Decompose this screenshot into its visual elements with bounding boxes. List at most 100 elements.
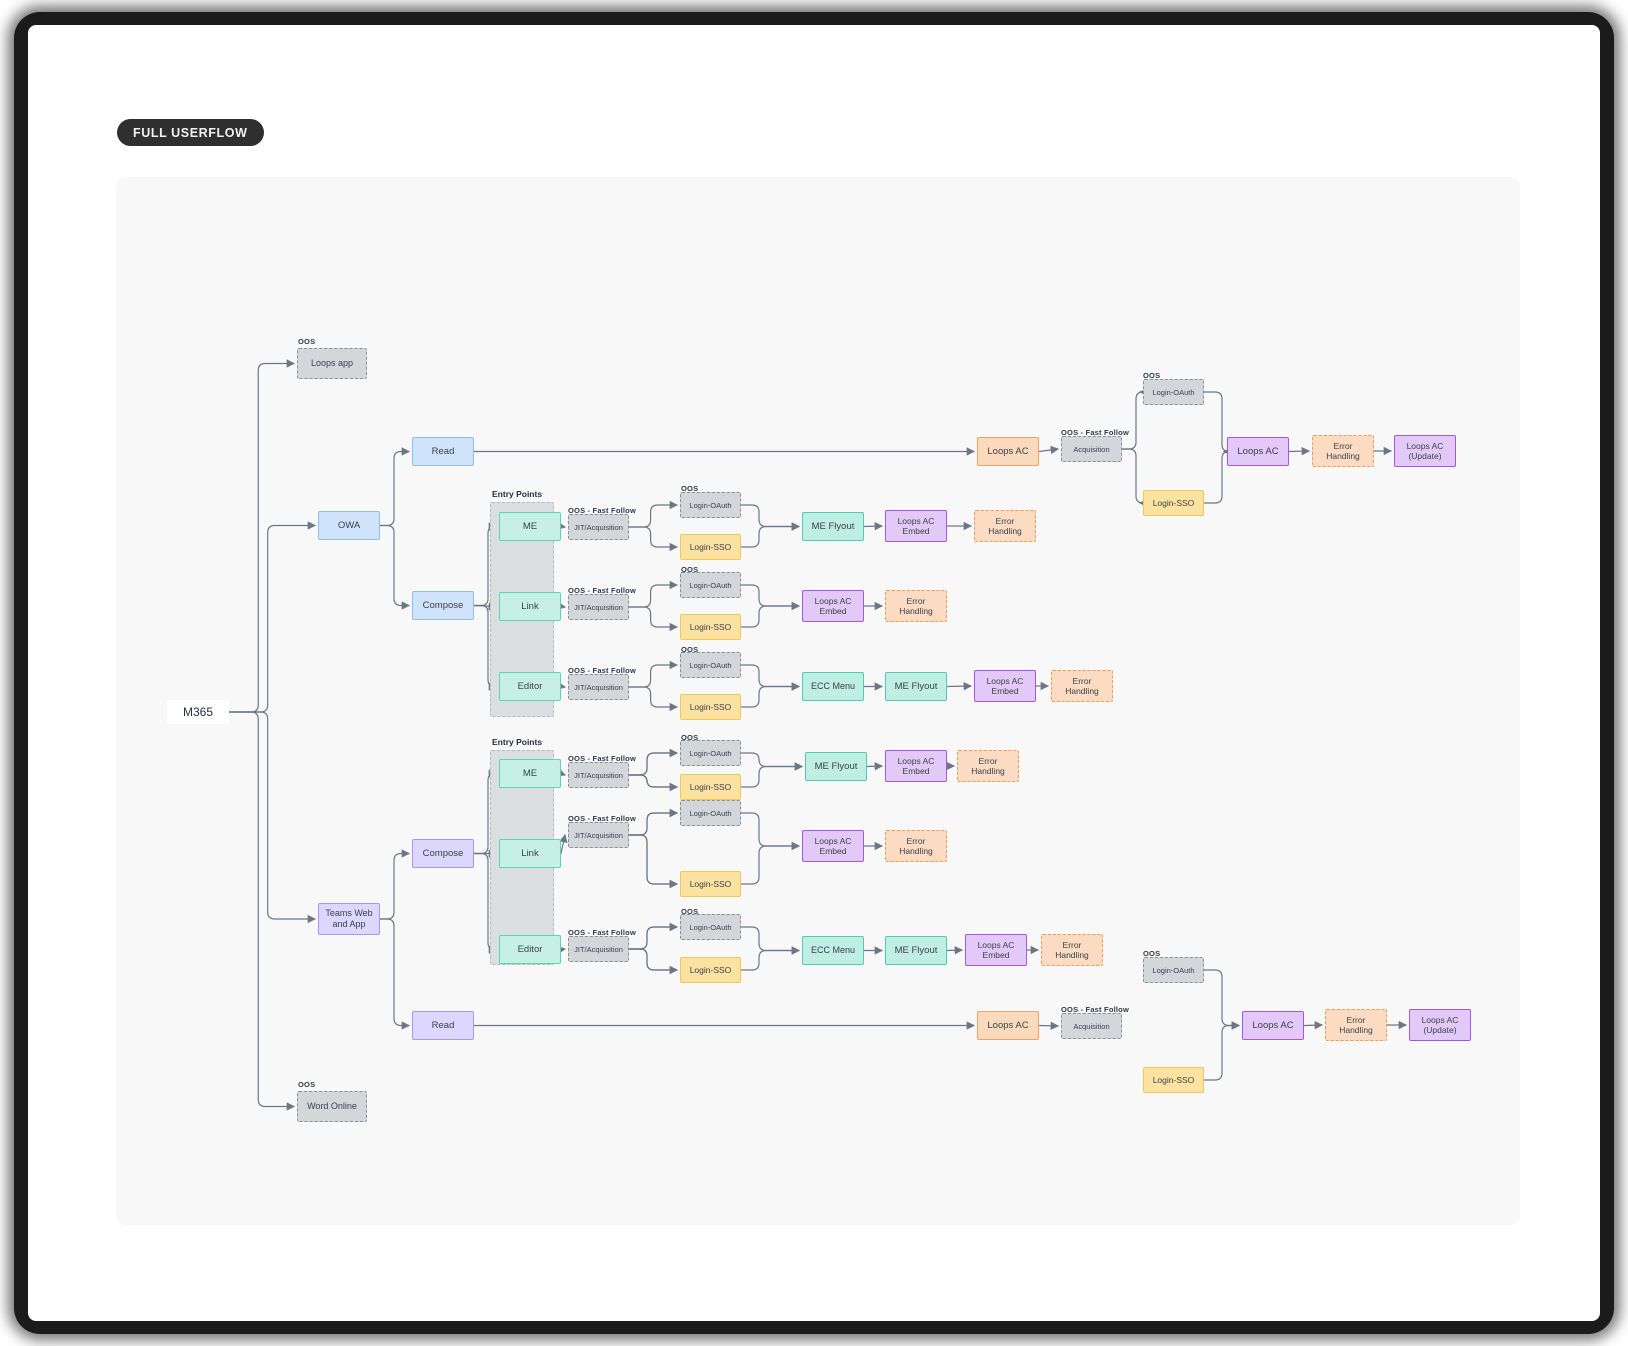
flow-node-owa-flyout1[interactable]: ME Flyout [802,512,864,541]
flow-edge-merge [629,948,679,975]
annotation-tag: OOS [681,733,699,742]
annotation-tag: OOS [681,565,699,574]
flow-node-r1-err[interactable]: Error Handling [1312,435,1374,467]
flow-edge-merge [741,601,801,628]
page-surface: FULL USERFLOW Entry Points Entry Points OO… [28,25,1600,1321]
flow-node-tm-jit1[interactable]: JIT/Acquisition [568,762,629,788]
annotation-tag: OOS - Fast Follow [568,586,636,595]
flow-node-tm-sso1[interactable]: Login-SSO [680,774,741,800]
flow-canvas[interactable]: Entry Points Entry Points OOS OOS - Fast Fo… [116,177,1520,1225]
flow-edge [1121,448,1148,508]
flow-node-r1-loopsac[interactable]: Loops AC [977,437,1039,466]
flow-edge-merge [629,834,679,889]
flow-node-owa-oauth2[interactable]: Login-OAuth [680,572,741,598]
page-title-pill: FULL USERFLOW [117,119,264,146]
flow-node-tm-embed2[interactable]: Loops AC Embed [802,830,864,862]
flow-node-r1-acq[interactable]: Acquisition [1061,436,1122,462]
flow-edge-merge [741,926,801,955]
flow-node-tm-editor[interactable]: Editor [499,935,561,964]
flow-edge [628,660,679,688]
flow-node-owa-link[interactable]: Link [499,592,561,621]
flow-edge [557,945,567,955]
flow-edge [866,762,884,771]
flow-node-tm-jit2[interactable]: JIT/Acquisition [568,822,629,848]
flow-edge-merge [629,774,679,792]
flow-edge-merge [629,922,679,950]
flow-node-tm-ecc3[interactable]: ECC Menu [802,936,864,965]
flow-node-owa-jit3[interactable]: JIT/Acquisition [568,674,629,700]
flow-node-tm-sso2[interactable]: Login-SSO [680,871,741,897]
flow-node-owa-read[interactable]: Read [412,437,474,466]
flow-node-owa-err2[interactable]: Error Handling [885,590,947,622]
flow-node-tm-me[interactable]: ME [499,759,561,788]
flow-node-tm-oauth3[interactable]: Login-OAuth [680,914,741,940]
entry-points-group-label: Entry Points [492,737,543,747]
flow-node-tm-flyout1[interactable]: ME Flyout [805,752,867,781]
flow-edge [628,606,679,632]
annotation-tag: OOS [681,484,699,493]
flow-node-owa-flyout3[interactable]: ME Flyout [885,672,947,701]
flow-node-owa-me[interactable]: ME [499,512,561,541]
flow-node-owa-sso1[interactable]: Login-SSO [680,534,741,560]
flow-node-tm-flyout3[interactable]: ME Flyout [885,936,947,965]
flow-edge-merge [1204,447,1232,504]
flow-edge [379,524,411,610]
annotation-tag: OOS - Fast Follow [568,506,636,515]
flow-node-owa-oauth1[interactable]: Login-OAuth [680,492,741,518]
flow-node-loopsapp[interactable]: Loops app [297,348,367,379]
flow-node-tm-link[interactable]: Link [499,839,561,868]
flow-node-owa-sso2[interactable]: Login-SSO [680,614,741,640]
flow-edge [379,918,411,1030]
flow-node-tm-embed3[interactable]: Loops AC Embed [965,934,1027,966]
flow-node-r2-acq[interactable]: Acquisition [1061,1013,1122,1039]
flow-node-m365[interactable]: M365 [167,700,229,724]
flow-node-owa-jit1[interactable]: JIT/Acquisition [568,514,629,540]
flow-node-tm-oauth2[interactable]: Login-OAuth [680,800,741,826]
flow-edge-merge [741,946,801,971]
flow-node-owa-sso3[interactable]: Login-SSO [680,694,741,720]
flow-node-wordonline[interactable]: Word Online [297,1091,367,1122]
flow-node-r1-sso[interactable]: Login-SSO [1143,490,1204,516]
flow-node-owa-oauth3[interactable]: Login-OAuth [680,652,741,678]
flow-node-tm-embed1[interactable]: Loops AC Embed [885,750,947,782]
flow-node-owa-err3[interactable]: Error Handling [1051,670,1113,702]
flow-node-r2-sso[interactable]: Login-SSO [1143,1067,1204,1093]
flow-node-r2-oauth[interactable]: Login-OAuth [1143,957,1204,983]
flow-node-r2-loopsac[interactable]: Loops AC [977,1011,1039,1040]
flow-node-teams[interactable]: Teams Web and App [318,903,380,935]
flow-edge [628,500,679,528]
flow-node-owa-editor[interactable]: Editor [499,672,561,701]
flow-node-tm-compose[interactable]: Compose [412,839,474,868]
flow-node-tm-sso3[interactable]: Login-SSO [680,957,741,983]
flow-edge [1121,387,1148,450]
flow-edge-merge [741,682,801,708]
flow-node-r2-err[interactable]: Error Handling [1325,1009,1387,1041]
flow-node-tm-err2[interactable]: Error Handling [885,830,947,862]
flow-edge-merge [741,584,801,611]
flow-node-tm-read[interactable]: Read [412,1011,474,1040]
flow-node-owa-embed3[interactable]: Loops AC Embed [974,670,1036,702]
flow-node-r1-update[interactable]: Loops AC (Update) [1394,435,1456,467]
flow-edge-merge [741,522,801,548]
flow-node-r1-oauth[interactable]: Login-OAuth [1143,379,1204,405]
flow-node-owa-embed1[interactable]: Loops AC Embed [885,510,947,542]
flow-node-tm-oauth1[interactable]: Login-OAuth [680,740,741,766]
flow-edge-merge [629,948,679,975]
flow-node-owa[interactable]: OWA [318,511,380,540]
flow-edge-merge [629,808,679,836]
flow-edge [379,447,411,527]
flow-node-owa-jit2[interactable]: JIT/Acquisition [568,594,629,620]
flow-node-tm-err3[interactable]: Error Handling [1041,934,1103,966]
flow-edge-merge [629,748,679,776]
flow-node-owa-embed2[interactable]: Loops AC Embed [802,590,864,622]
flow-node-owa-ecc3[interactable]: ECC Menu [802,672,864,701]
flow-node-r1-loopsac2[interactable]: Loops AC [1227,437,1289,466]
flow-node-owa-err1[interactable]: Error Handling [974,510,1036,542]
flow-node-tm-err1[interactable]: Error Handling [957,750,1019,782]
flow-node-r2-loopsac2[interactable]: Loops AC [1242,1011,1304,1040]
flow-node-owa-compose[interactable]: Compose [412,591,474,620]
flow-edge [1038,1021,1060,1031]
flow-node-r2-update[interactable]: Loops AC (Update) [1409,1009,1471,1041]
flow-node-tm-jit3[interactable]: JIT/Acquisition [568,936,629,962]
